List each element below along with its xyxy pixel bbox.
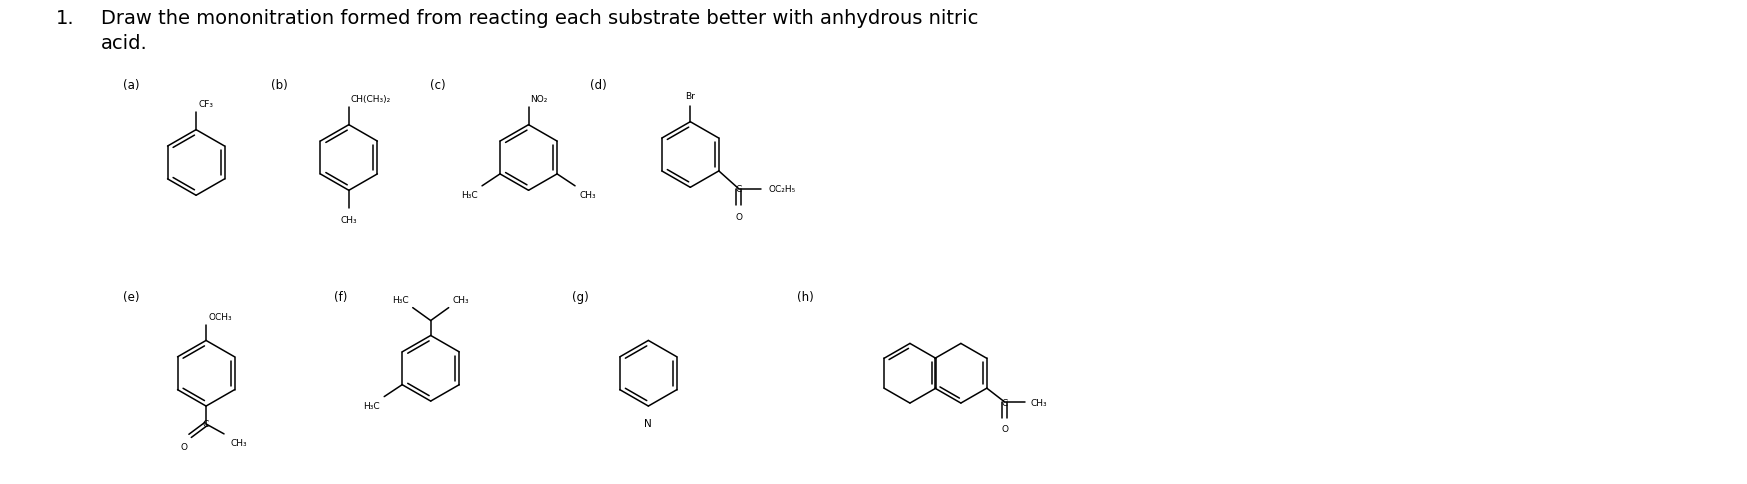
Text: CH₃: CH₃ bbox=[231, 438, 246, 447]
Text: H₃C: H₃C bbox=[461, 190, 479, 199]
Text: OCH₃: OCH₃ bbox=[208, 312, 232, 321]
Text: (a): (a) bbox=[122, 79, 140, 92]
Text: C: C bbox=[735, 185, 742, 194]
Text: Draw the mononitration formed from reacting each substrate better with anhydrous: Draw the mononitration formed from react… bbox=[101, 9, 978, 28]
Text: CF₃: CF₃ bbox=[197, 100, 213, 108]
Text: CH₃: CH₃ bbox=[1031, 398, 1048, 407]
Text: (f): (f) bbox=[334, 290, 348, 303]
Text: CH₃: CH₃ bbox=[341, 216, 356, 225]
Text: 1.: 1. bbox=[56, 9, 75, 28]
Text: (e): (e) bbox=[122, 290, 140, 303]
Text: (b): (b) bbox=[271, 79, 287, 92]
Text: O: O bbox=[1001, 424, 1008, 433]
Text: acid.: acid. bbox=[101, 33, 148, 53]
Text: (d): (d) bbox=[590, 79, 606, 92]
Text: CH₃: CH₃ bbox=[578, 190, 596, 199]
Text: O: O bbox=[735, 212, 742, 221]
Text: O: O bbox=[180, 442, 187, 451]
Text: OC₂H₅: OC₂H₅ bbox=[769, 185, 797, 194]
Text: H₃C: H₃C bbox=[391, 295, 409, 304]
Text: NO₂: NO₂ bbox=[531, 94, 549, 104]
Text: C: C bbox=[1001, 398, 1008, 407]
Text: (g): (g) bbox=[571, 290, 589, 303]
Text: Br: Br bbox=[685, 91, 695, 101]
Text: CH(CH₃)₂: CH(CH₃)₂ bbox=[351, 94, 391, 104]
Text: (c): (c) bbox=[430, 79, 445, 92]
Text: (h): (h) bbox=[797, 290, 814, 303]
Text: N: N bbox=[645, 418, 652, 428]
Text: C: C bbox=[203, 420, 210, 428]
Text: H₃C: H₃C bbox=[363, 401, 381, 410]
Text: CH₃: CH₃ bbox=[452, 295, 470, 304]
